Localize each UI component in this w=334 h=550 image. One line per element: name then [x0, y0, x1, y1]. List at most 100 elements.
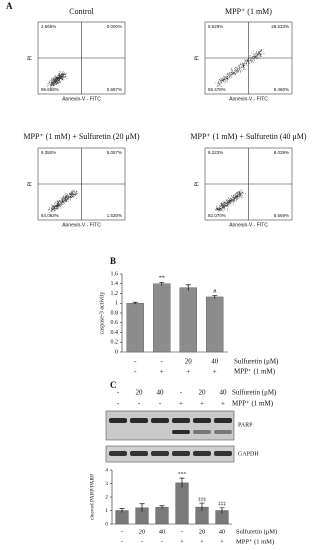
- scatter-dots-decor: [215, 49, 265, 88]
- quadrant-percent: 82.070%: [208, 213, 226, 218]
- treatment-value: 40: [219, 528, 226, 535]
- y-axis-label: PI: [27, 182, 33, 187]
- significance-label: ‡‡‡: [198, 496, 207, 502]
- treatment-label: MPP⁺ (1 mM): [234, 368, 276, 376]
- treatment-label: Sulfuretin (μM): [234, 358, 279, 366]
- y-tick-label: 4: [105, 467, 108, 473]
- y-axis-label: PI: [194, 56, 200, 61]
- band-label: GAPDH: [238, 451, 259, 457]
- treatment-value: 20: [199, 389, 207, 397]
- treatment-value: +: [213, 368, 217, 376]
- treatment-value: 20: [185, 358, 193, 366]
- y-tick-label: 1.4: [111, 281, 119, 287]
- treatment-label: Sulfuretin (μM): [236, 528, 277, 535]
- bar: [206, 296, 224, 353]
- scatter-dots-decor: [46, 71, 67, 88]
- treatment-value: -: [121, 538, 123, 545]
- band-label: PARP: [238, 422, 253, 428]
- error-bar: [139, 503, 145, 512]
- y-axis-label: PI: [27, 56, 33, 61]
- blot-band-decor: [172, 451, 190, 456]
- blot-band-decor: [109, 451, 127, 456]
- error-bar: [119, 508, 125, 513]
- bar: [175, 482, 189, 525]
- treatment-value: -: [134, 368, 137, 376]
- y-axis-label: caspase-3 activity: [99, 292, 105, 335]
- y-tick-label: 0.8: [111, 310, 119, 316]
- blot-band-decor: [151, 451, 169, 456]
- panel-label: A: [6, 1, 13, 11]
- blot-band-decor: [193, 418, 211, 423]
- treatment-value: -: [161, 358, 164, 366]
- y-tick-label: 1: [105, 508, 108, 514]
- panel-label: C: [110, 380, 117, 390]
- x-axis-label: Annexin-V - FITC: [229, 96, 268, 102]
- panel-label: B: [110, 256, 116, 266]
- treatment-value: +: [186, 368, 190, 376]
- treatment-value: -: [180, 389, 183, 397]
- bar: [179, 287, 197, 353]
- quadrant-percent: 5.460%: [274, 87, 289, 92]
- error-bar: [212, 295, 218, 299]
- y-tick-label: 0.6: [111, 320, 119, 326]
- treatment-value: +: [200, 538, 204, 545]
- x-axis-label: Annexin-V - FITC: [62, 222, 101, 228]
- plot-title: MPP⁺ (1 mM): [225, 7, 272, 16]
- quadrant-percent: 8.223%: [208, 150, 223, 155]
- error-bar: [159, 281, 165, 286]
- y-axis-label: cleaved PARP/PARP: [89, 474, 95, 520]
- quadrant-percent: 84.063%: [41, 213, 59, 218]
- treatment-value: 20: [136, 389, 144, 397]
- error-bar: [219, 507, 225, 514]
- blot-band-decor: [214, 451, 232, 456]
- treatment-value: -: [134, 358, 137, 366]
- quadrant-percent: 28.533%: [271, 24, 289, 29]
- plot-title: Control: [69, 7, 94, 16]
- y-tick-label: 0: [115, 349, 118, 355]
- treatment-value: -: [141, 538, 143, 545]
- blot-image: [105, 410, 235, 463]
- treatment-value: 20: [199, 528, 206, 535]
- bar: [153, 283, 171, 353]
- blot-band-decor: [214, 430, 232, 434]
- treatment-value: +: [160, 368, 164, 376]
- blot-membrane: [105, 410, 235, 441]
- quadrant-percent: 5.669%: [274, 213, 289, 218]
- quadrant-percent: 0.000%: [107, 24, 122, 29]
- blot-band-decor: [172, 430, 190, 434]
- y-tick-label: 0: [105, 521, 108, 527]
- treatment-value: +: [200, 400, 204, 408]
- y-tick-label: 2: [105, 494, 108, 500]
- error-bar: [199, 502, 205, 512]
- treatment-value: -: [117, 389, 120, 397]
- quadrant-percent: 56.478%: [208, 87, 226, 92]
- error-bar: [185, 284, 191, 291]
- treatment-value: -: [117, 400, 120, 408]
- blot-band-decor: [193, 451, 211, 456]
- blot-band-decor: [214, 418, 232, 423]
- treatment-value: 20: [139, 528, 146, 535]
- significance-label: #: [213, 289, 216, 295]
- quadrant-percent: 2.666%: [41, 24, 56, 29]
- blot-band-decor: [130, 451, 148, 456]
- quadrant-percent: 0.687%: [107, 87, 122, 92]
- error-bar: [159, 505, 165, 509]
- treatment-value: 40: [211, 358, 219, 366]
- significance-label: **: [159, 276, 165, 282]
- y-tick-label: 3: [105, 481, 108, 487]
- bar: [155, 506, 169, 525]
- quadrant-percent: 96.658%: [41, 87, 59, 92]
- quadrant-percent: 9.529%: [208, 24, 223, 29]
- treatment-value: 40: [159, 528, 166, 535]
- quadrant-percent: 9.350%: [41, 150, 56, 155]
- treatment-value: -: [138, 400, 141, 408]
- y-tick-label: 1: [115, 301, 118, 307]
- scatter-dots-decor: [215, 189, 246, 213]
- treatment-label: MPP⁺ (1 mM): [236, 538, 274, 545]
- y-axis-label: PI: [194, 182, 200, 187]
- significance-label: ***: [178, 471, 187, 477]
- scatter-dots-decor: [48, 190, 78, 213]
- error-bar: [179, 477, 185, 488]
- quadrant-percent: 8.039%: [274, 150, 289, 155]
